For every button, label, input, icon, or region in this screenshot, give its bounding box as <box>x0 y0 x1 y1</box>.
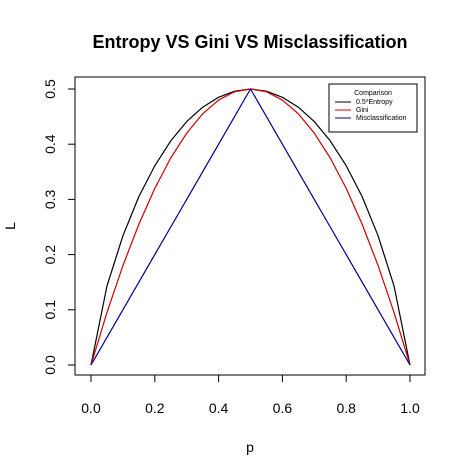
legend-label: Misclassification <box>356 115 407 122</box>
y-axis-label: L <box>2 222 18 230</box>
x-tick-label: 0.0 <box>81 400 101 416</box>
x-tick-label: 0.2 <box>145 400 165 416</box>
y-tick-label: 0.0 <box>42 355 58 375</box>
x-tick-label: 0.8 <box>336 400 356 416</box>
x-tick-label: 0.4 <box>209 400 229 416</box>
x-axis-label: p <box>246 439 254 455</box>
y-tick-label: 0.3 <box>42 189 58 209</box>
x-axis: 0.0 0.2 0.4 0.6 0.8 1.0 <box>81 375 420 416</box>
legend: Comparison 0.5*EntropyGiniMisclassificat… <box>328 83 418 133</box>
legend-label: 0.5*Entropy <box>356 99 393 106</box>
y-tick-label: 0.2 <box>42 245 58 265</box>
series-line-misclassification <box>90 88 411 366</box>
legend-title: Comparison <box>354 90 392 97</box>
plot-frame <box>74 76 426 376</box>
chart-title: Entropy VS Gini VS Misclassification <box>92 32 407 52</box>
y-tick-label: 0.4 <box>42 134 58 154</box>
y-tick-label: 0.1 <box>42 300 58 320</box>
series-layer <box>90 88 411 366</box>
y-axis: 0.0 0.1 0.2 0.3 0.4 0.5 <box>42 79 75 375</box>
x-tick-label: 0.6 <box>273 400 293 416</box>
x-tick-label: 1.0 <box>400 400 420 416</box>
legend-label: Gini <box>356 107 369 114</box>
legend-box <box>328 83 418 133</box>
y-tick-label: 0.5 <box>42 79 58 99</box>
